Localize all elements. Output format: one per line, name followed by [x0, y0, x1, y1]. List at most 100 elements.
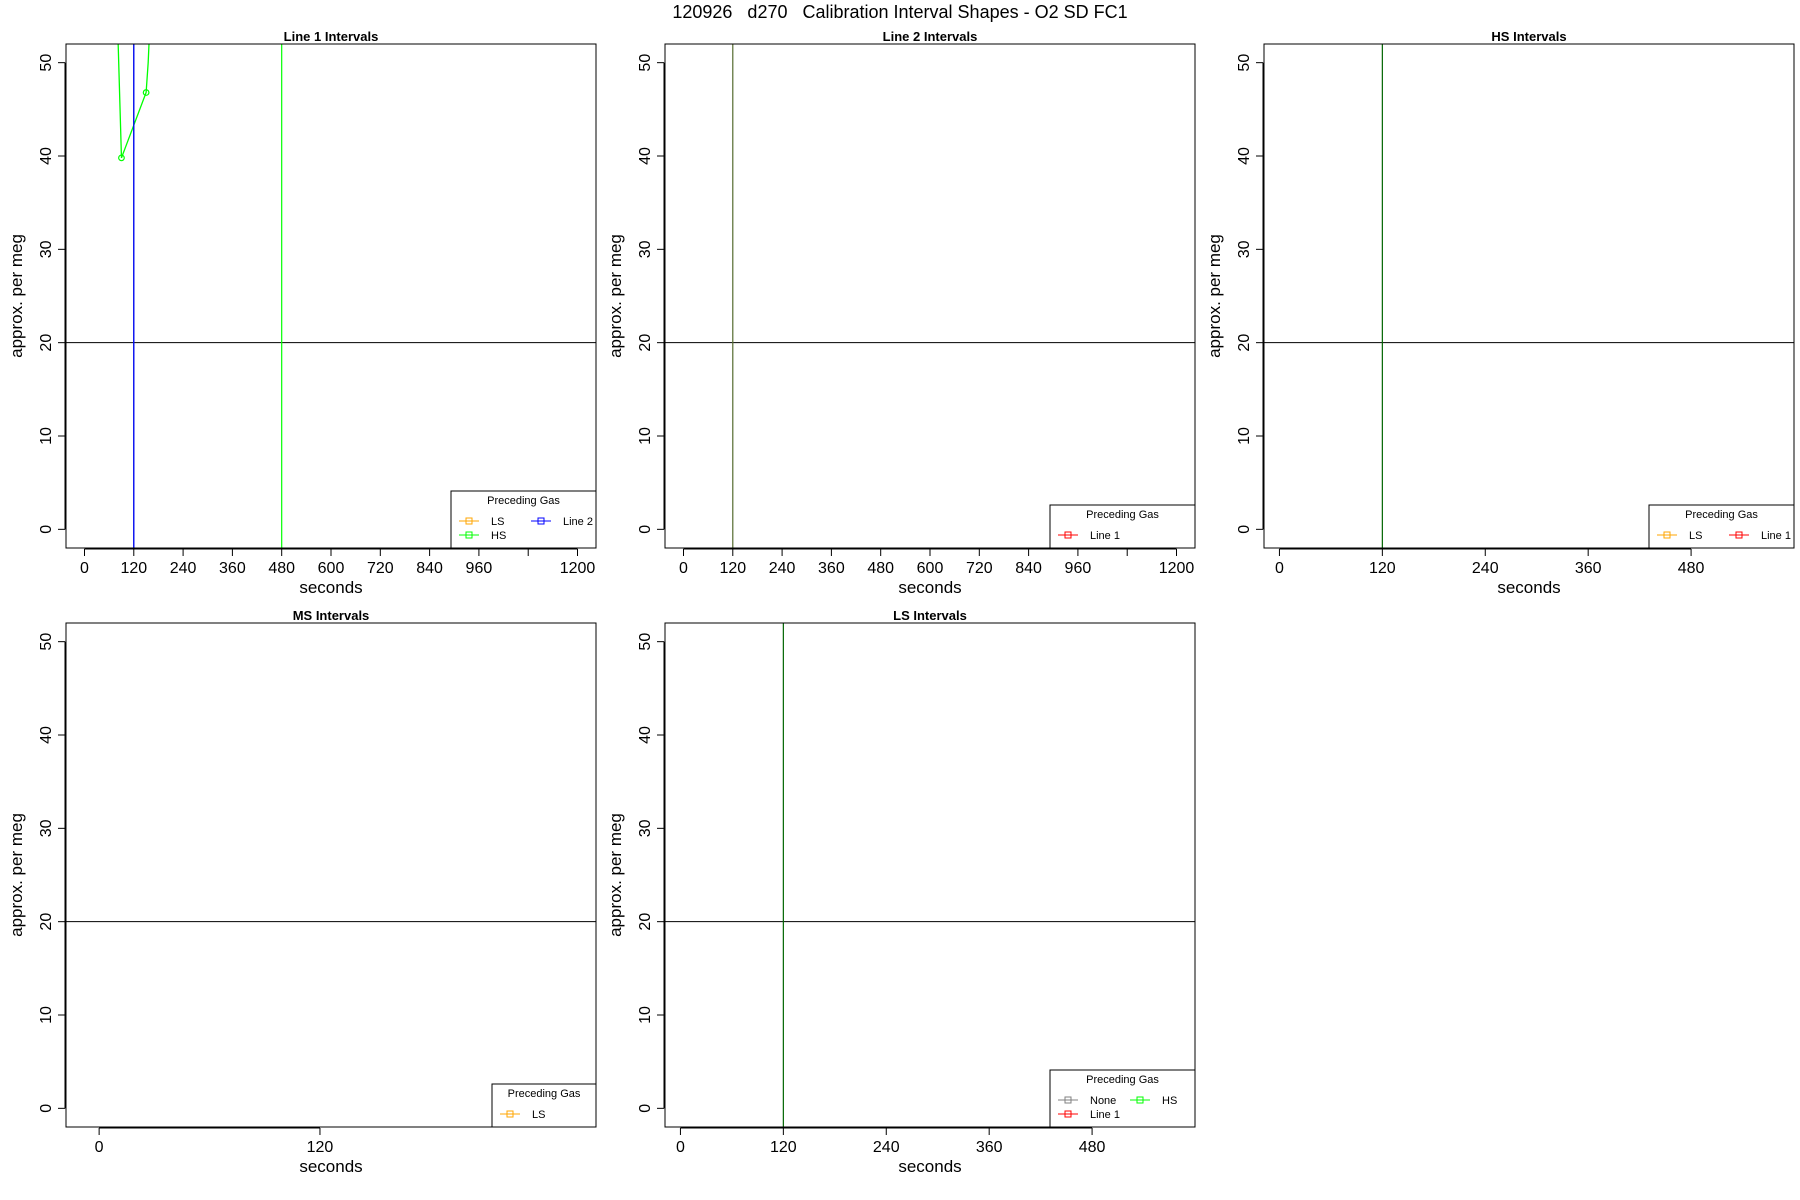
legend: Preceding Gas LS HS Line 2 [450, 490, 597, 549]
legend-swatch-marker-hs [465, 531, 473, 539]
chart-title: MS Intervals [293, 608, 370, 623]
y-tick-label-30: 30 [1236, 240, 1253, 258]
y-tick-label-10: 10 [637, 1006, 654, 1024]
y-axis-label: approx. per meg [1205, 234, 1224, 358]
x-tick-label-1200: 1200 [1159, 560, 1195, 577]
chart-title: HS Intervals [1491, 29, 1566, 44]
x-tick-label-0: 0 [1275, 560, 1284, 577]
chart-panel-1: Line 1 Intervals 0 120 240 360 480 600 720 840 96… [7, 29, 597, 597]
y-axis-label: approx. per meg [606, 813, 625, 937]
legend-label-none: None [1090, 1095, 1116, 1107]
legend-box [1049, 504, 1196, 549]
legend-swatch-marker-line-1 [1735, 531, 1743, 539]
y-tick-label-40: 40 [1236, 147, 1253, 165]
legend-title: Preceding Gas [487, 495, 560, 507]
x-tick-label-480: 480 [1678, 560, 1705, 577]
legend-title: Preceding Gas [1086, 509, 1159, 521]
x-tick-label-240: 240 [769, 560, 796, 577]
y-tick-label-40: 40 [637, 147, 654, 165]
legend-title: Preceding Gas [1086, 1074, 1159, 1086]
plot-frame [664, 43, 1196, 549]
y-tick-label-20: 20 [38, 334, 55, 352]
figure-suptitle: 120926 d270 Calibration Interval Shapes … [672, 2, 1128, 22]
legend: Preceding Gas None Line 1 HS [1049, 1069, 1196, 1128]
legend-label-ls: LS [491, 516, 504, 528]
x-tick-label-240: 240 [873, 1139, 900, 1156]
x-tick-label-960: 960 [466, 560, 493, 577]
y-tick-label-50: 50 [38, 54, 55, 72]
y-tick-label-20: 20 [38, 913, 55, 931]
y-tick-label-50: 50 [38, 633, 55, 651]
plot-area [665, 623, 1195, 1127]
y-tick-label-0: 0 [637, 1104, 654, 1113]
x-tick-label-240: 240 [170, 560, 197, 577]
legend-label-line-2: Line 2 [563, 516, 593, 528]
x-tick-label-0: 0 [80, 560, 89, 577]
legend: Preceding Gas LS [491, 1083, 597, 1128]
y-tick-label-40: 40 [637, 726, 654, 744]
y-tick-label-0: 0 [637, 525, 654, 534]
plot-area [665, 44, 1195, 548]
chart-panel-2: Line 2 Intervals 0 120 240 360 480 600 720 840 96… [606, 29, 1196, 597]
y-tick-label-10: 10 [38, 427, 55, 445]
y-tick-label-0: 0 [38, 525, 55, 534]
y-tick-label-30: 30 [38, 240, 55, 258]
legend-swatch-marker-none [1064, 1096, 1072, 1104]
x-tick-label-0: 0 [679, 560, 688, 577]
x-tick-label-600: 600 [318, 560, 345, 577]
legend-label-ls: LS [1689, 530, 1702, 542]
legend-label-ls: LS [532, 1109, 545, 1121]
x-axis-label: seconds [1497, 578, 1560, 597]
y-tick-label-30: 30 [637, 240, 654, 258]
legend-swatch-marker-line-1 [1064, 531, 1072, 539]
x-tick-label-240: 240 [1472, 560, 1499, 577]
legend-label-hs: HS [1162, 1095, 1177, 1107]
chart-panel-3: HS Intervals 0 120 240 360 480 seconds 0 10 20 30 4… [1205, 29, 1795, 597]
x-tick-label-120: 120 [307, 1139, 334, 1156]
y-tick-label-10: 10 [1236, 427, 1253, 445]
x-tick-label-120: 120 [1369, 560, 1396, 577]
series-point-hs-1 [118, 154, 125, 162]
x-tick-label-720: 720 [367, 560, 394, 577]
y-tick-label-50: 50 [637, 54, 654, 72]
plot-area [66, 44, 596, 548]
chart-title: Line 2 Intervals [883, 29, 978, 44]
y-tick-label-0: 0 [38, 1104, 55, 1113]
legend-box [1049, 1069, 1196, 1128]
x-tick-label-0: 0 [95, 1139, 104, 1156]
x-tick-label-480: 480 [268, 560, 295, 577]
x-tick-label-480: 480 [867, 560, 894, 577]
legend-swatch-marker-ls [506, 1110, 514, 1118]
series-point-hs-2 [142, 89, 150, 96]
legend: Preceding Gas LS Line 1 [1648, 504, 1795, 549]
x-tick-label-0: 0 [676, 1139, 685, 1156]
chart-panel-5: LS Intervals 0 120 240 360 480 seconds 0 10 20 30 4… [606, 608, 1196, 1176]
legend: Preceding Gas Line 1 [1049, 504, 1196, 549]
legend-title: Preceding Gas [508, 1088, 581, 1100]
y-tick-label-20: 20 [637, 913, 654, 931]
y-tick-label-50: 50 [1236, 54, 1253, 72]
x-tick-label-1200: 1200 [560, 560, 596, 577]
legend-swatch-marker-hs [1136, 1096, 1144, 1104]
x-axis-label: seconds [299, 578, 362, 597]
x-tick-label-480: 480 [1079, 1139, 1106, 1156]
legend-title: Preceding Gas [1685, 509, 1758, 521]
y-tick-label-40: 40 [38, 726, 55, 744]
x-tick-label-360: 360 [818, 560, 845, 577]
legend-label-line-1: Line 1 [1761, 530, 1791, 542]
x-tick-label-360: 360 [976, 1139, 1003, 1156]
legend-box [491, 1083, 597, 1128]
plot-frame [1263, 43, 1795, 549]
y-tick-label-30: 30 [637, 819, 654, 837]
plot-frame [664, 622, 1196, 1128]
chart-title: LS Intervals [893, 608, 967, 623]
x-tick-label-360: 360 [219, 560, 246, 577]
x-tick-label-120: 120 [719, 560, 746, 577]
x-tick-label-840: 840 [416, 560, 443, 577]
chart-title: Line 1 Intervals [284, 29, 379, 44]
x-axis-label: seconds [898, 1157, 961, 1176]
y-axis-label: approx. per meg [606, 234, 625, 358]
x-tick-label-120: 120 [120, 560, 147, 577]
